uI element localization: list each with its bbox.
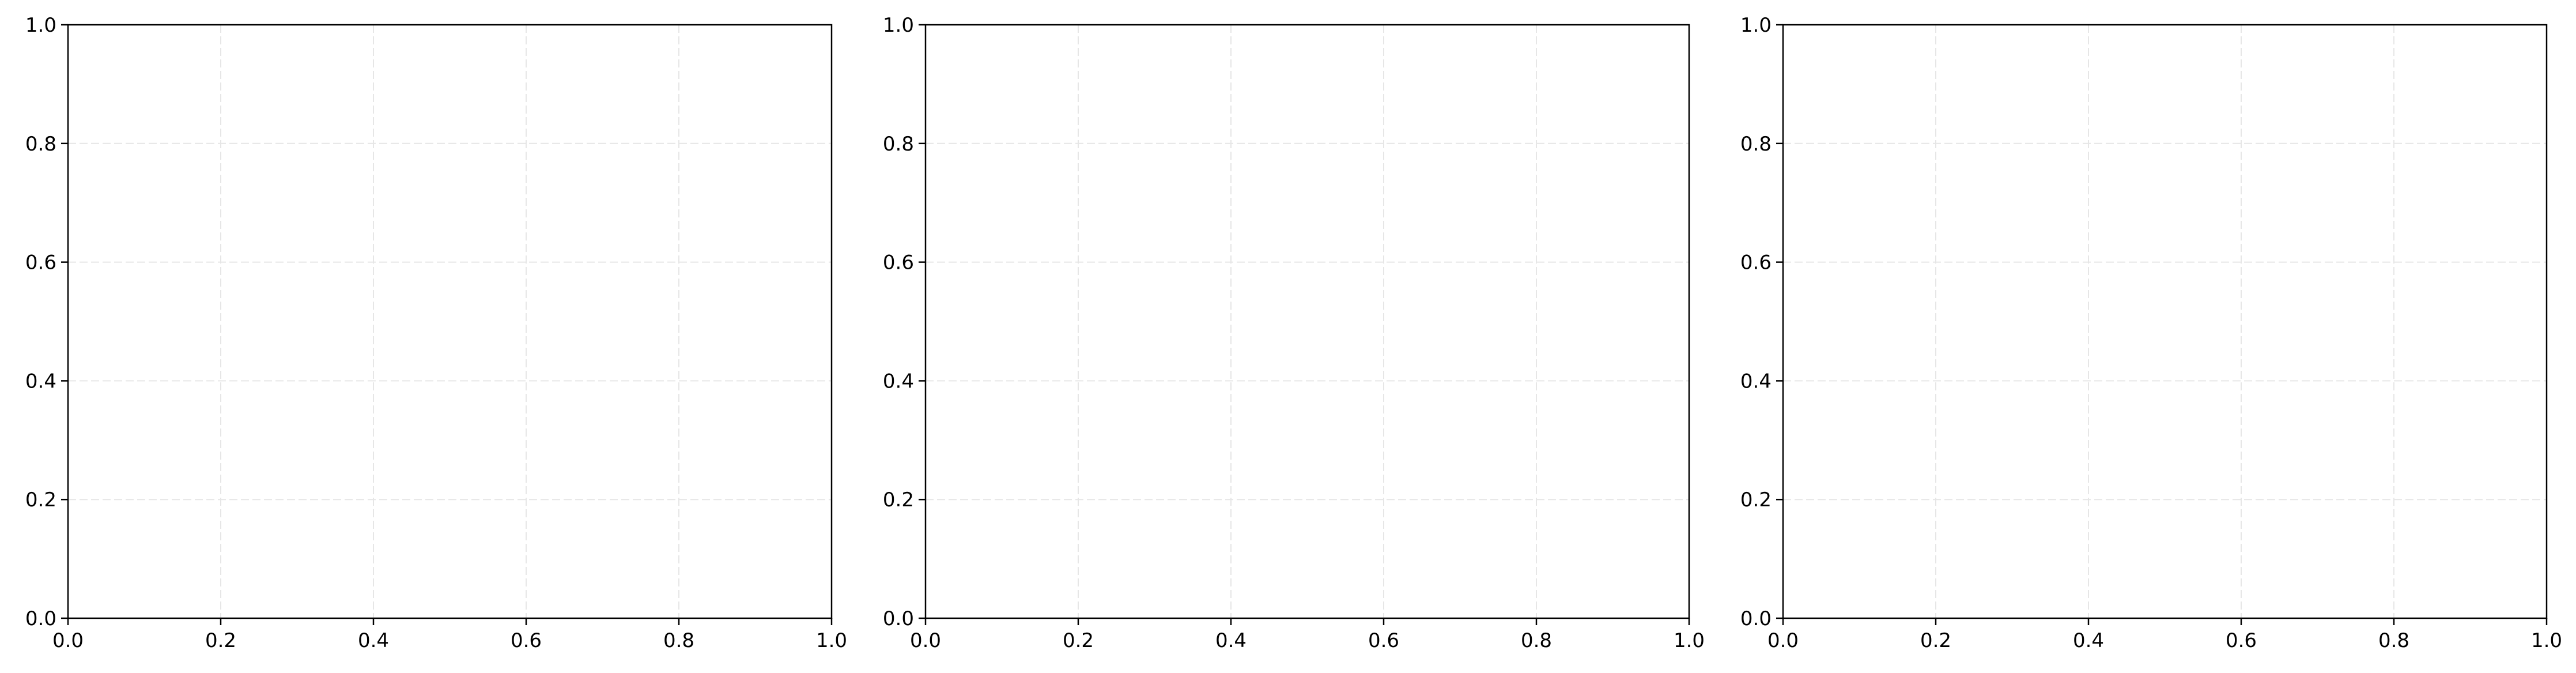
x-tick-label-1-1: 0.2	[205, 629, 236, 652]
y-tick-label-3-4: 0.8	[1740, 133, 1772, 156]
x-tick-label-1-2: 0.4	[358, 629, 389, 652]
x-tick-label-3-4: 0.8	[2378, 629, 2409, 652]
y-tick-label-1-0: 0.0	[25, 607, 56, 630]
x-tick-label-1-4: 0.8	[663, 629, 694, 652]
x-tick-label-1-0: 0.0	[52, 629, 84, 652]
y-tick-label-3-2: 0.4	[1740, 370, 1772, 393]
x-tick-label-1-5: 1.0	[816, 629, 847, 652]
y-tick-label-3-3: 0.6	[1740, 251, 1772, 275]
y-tick-label-2-3: 0.6	[883, 251, 914, 275]
y-tick-label-2-2: 0.4	[883, 370, 914, 393]
y-tick-label-3-1: 0.2	[1740, 488, 1772, 512]
y-tick-label-1-5: 1.0	[25, 14, 56, 37]
x-tick-label-3-2: 0.4	[2073, 629, 2104, 652]
subplot-1: 0.0 0.2 0.4 0.6 0.8 1.0 0.0 0.2 0.4 0.6 0.8 1.0	[25, 14, 847, 652]
x-tick-label-3-0: 0.0	[1767, 629, 1799, 652]
axes-frame-2	[924, 24, 1690, 619]
x-tick-label-2-1: 0.2	[1063, 629, 1094, 652]
subplot-2: 0.0 0.2 0.4 0.6 0.8 1.0 0.0 0.2 0.4 0.6 0.8 1.0	[883, 14, 1705, 652]
y-tick-label-3-5: 1.0	[1740, 14, 1772, 37]
x-tick-label-3-5: 1.0	[2531, 629, 2562, 652]
x-tick-label-3-1: 0.2	[1920, 629, 1951, 652]
x-tick-label-2-2: 0.4	[1215, 629, 1247, 652]
y-tick-label-3-0: 0.0	[1740, 607, 1772, 630]
x-tick-label-2-4: 0.8	[1521, 629, 1552, 652]
x-tick-label-3-3: 0.6	[2226, 629, 2257, 652]
x-tick-label-1-3: 0.6	[511, 629, 542, 652]
y-tick-label-1-2: 0.4	[25, 370, 56, 393]
subplot-3: 0.0 0.2 0.4 0.6 0.8 1.0 0.0 0.2 0.4 0.6 0.8 1.0	[1740, 14, 2562, 652]
x-tick-label-2-3: 0.6	[1368, 629, 1399, 652]
y-tick-label-2-4: 0.8	[883, 133, 914, 156]
y-tick-label-1-1: 0.2	[25, 488, 56, 512]
axes-frame-1	[67, 24, 833, 619]
axes-frame-3	[1782, 24, 2548, 619]
y-tick-label-1-4: 0.8	[25, 133, 56, 156]
y-tick-label-1-3: 0.6	[25, 251, 56, 275]
x-tick-label-2-0: 0.0	[910, 629, 941, 652]
x-tick-label-2-5: 1.0	[1674, 629, 1705, 652]
y-tick-label-2-0: 0.0	[883, 607, 914, 630]
y-tick-label-2-5: 1.0	[883, 14, 914, 37]
y-tick-label-2-1: 0.2	[883, 488, 914, 512]
